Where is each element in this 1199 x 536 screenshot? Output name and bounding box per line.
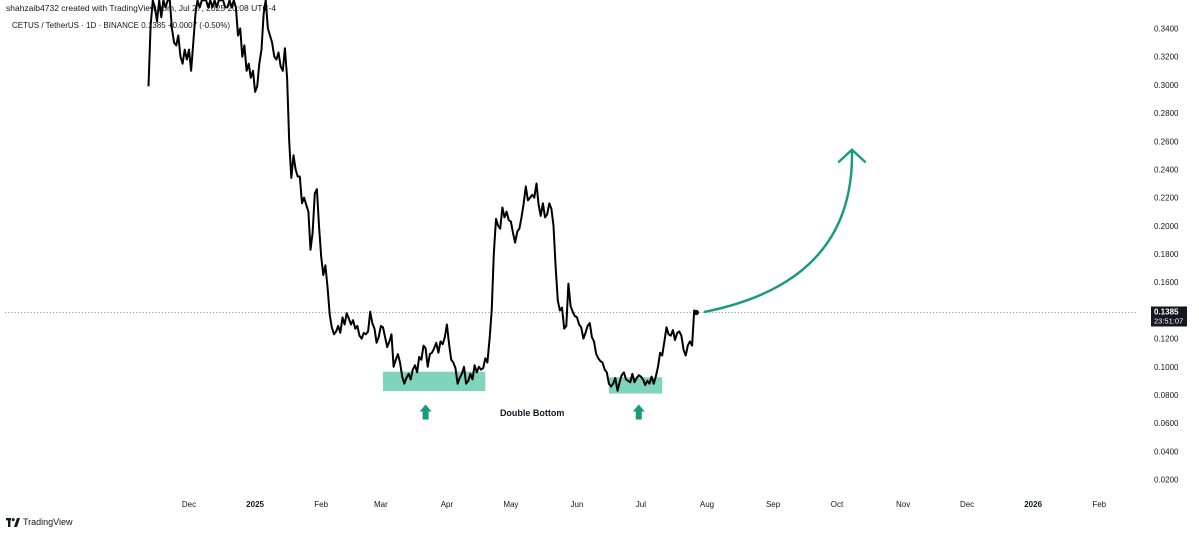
ohlc-value: 0.1385 [141,21,166,30]
price-line [147,0,698,392]
price-tick-label: 0.0800 [1154,391,1179,400]
time-tick-label: Apr [441,500,454,509]
annotations: Double Bottom [419,148,867,420]
pattern-label: Double Bottom [500,408,565,418]
time-tick-label: Dec [960,500,974,509]
price-tick-label: 0.0400 [1154,447,1179,456]
last-price-dot [693,309,699,316]
time-tick-label: Jun [571,500,584,509]
symbol-legend[interactable]: CETUS / TetherUS · 1D · BINANCE 0.1385 +… [12,21,230,30]
time-tick-label: Sep [766,500,781,509]
projection-arrowhead [837,148,867,163]
time-tick-label: Feb [314,500,328,509]
up-arrow-icon [632,404,645,420]
price-tick-label: 0.0200 [1154,476,1179,485]
projection-curve [703,148,854,313]
time-tick-label: Aug [700,500,714,509]
price-tick-label: 0.1000 [1154,363,1179,372]
price-tick-label: 0.1600 [1154,278,1179,287]
symbol-title[interactable]: CETUS / TetherUS · 1D · BINANCE [12,21,139,30]
up-arrow-icon [419,404,432,420]
price-tick-label: 0.0600 [1154,419,1179,428]
tradingview-logo-icon [6,517,20,527]
time-tick-label: 2025 [246,500,264,509]
price-tick-label: 0.1800 [1154,250,1179,259]
price-series [147,0,699,392]
price-tick-label: 0.3000 [1154,81,1179,90]
time-tick-label: Jul [636,500,646,509]
time-tick-label: Feb [1092,500,1106,509]
price-tick-label: 0.2200 [1154,194,1179,203]
time-tick-label: Mar [374,500,388,509]
time-tick-label: 2026 [1024,500,1042,509]
time-tick-label: Oct [831,500,844,509]
price-tick-label: 0.2800 [1154,109,1179,118]
last-price-label: 0.1385 [1154,307,1179,316]
price-tick-label: 0.3200 [1154,53,1179,62]
bar-countdown: 23:51:07 [1154,316,1183,325]
price-tick-label: 0.2600 [1154,137,1179,146]
brand-label: TradingView [23,517,73,527]
last-price-badge [1151,306,1187,327]
time-tick-label: May [503,500,518,509]
time-tick-label: Nov [896,500,910,509]
price-change: +0.0007 (-0.50%) [167,21,230,30]
tradingview-branding[interactable]: TradingView [6,517,73,527]
chart-credit: shahzaib4732 created with TradingView.co… [6,3,277,13]
price-tick-label: 0.2400 [1154,165,1179,174]
price-tick-label: 0.1200 [1154,335,1179,344]
time-tick-label: Dec [182,500,196,509]
axes: 0.3400 0.3200 0.3000 0.2800 0.2600 0.2400 0.22… [5,25,1187,509]
price-tick-label: 0.3400 [1154,25,1179,34]
price-tick-label: 0.2000 [1154,222,1179,231]
